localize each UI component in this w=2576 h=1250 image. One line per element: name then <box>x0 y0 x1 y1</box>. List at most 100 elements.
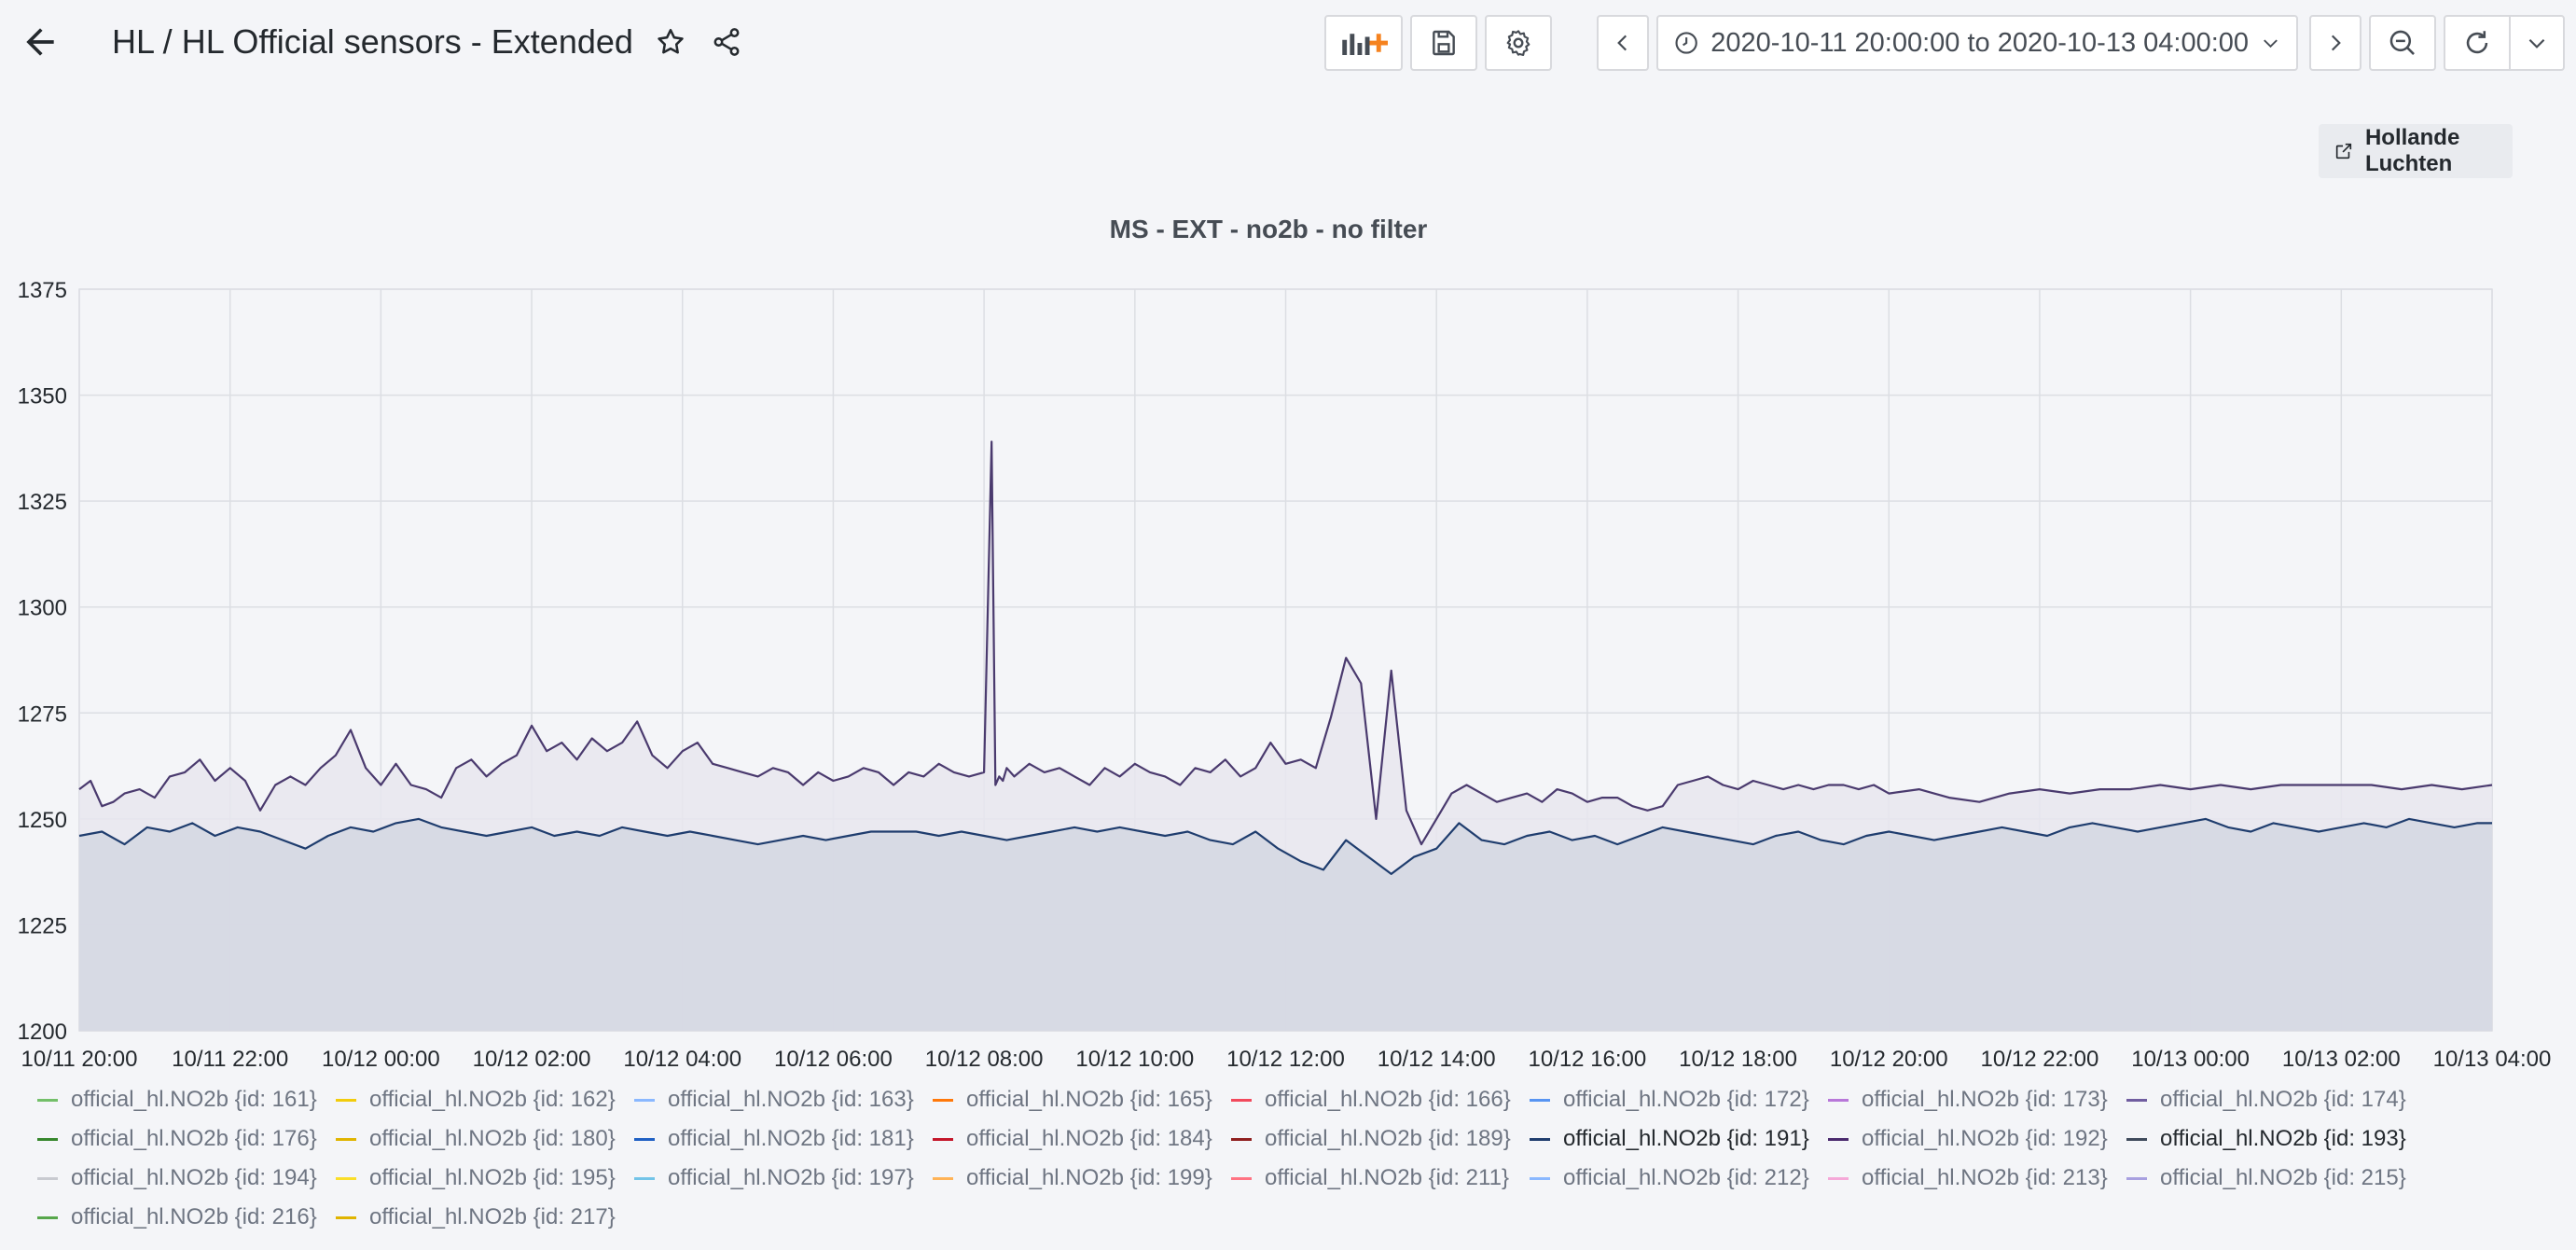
legend-label: official_hl.NO2b {id: 173} <box>1862 1087 2108 1112</box>
gear-icon <box>1506 30 1530 56</box>
legend-label: official_hl.NO2b {id: 166} <box>1265 1087 1511 1112</box>
x-tick-label: 10/12 06:00 <box>774 1047 893 1072</box>
time-range-back-button[interactable] <box>1597 15 1649 71</box>
clock-icon <box>1675 32 1697 54</box>
legend-label: official_hl.NO2b {id: 163} <box>668 1087 914 1112</box>
legend-item[interactable]: official_hl.NO2b {id: 191} <box>1530 1126 1809 1152</box>
legend-item[interactable]: official_hl.NO2b {id: 215} <box>2126 1165 2406 1191</box>
legend-label: official_hl.NO2b {id: 174} <box>2160 1087 2406 1112</box>
legend-swatch <box>634 1137 655 1141</box>
legend-item[interactable]: official_hl.NO2b {id: 172} <box>1530 1087 1809 1113</box>
x-tick-label: 10/12 10:00 <box>1075 1047 1194 1072</box>
time-range-forward-button[interactable] <box>2309 15 2361 71</box>
x-tick-label: 10/11 22:00 <box>172 1047 288 1072</box>
legend-item[interactable]: official_hl.NO2b {id: 176} <box>37 1126 317 1152</box>
refresh-button[interactable] <box>2444 15 2511 71</box>
legend-item[interactable]: official_hl.NO2b {id: 216} <box>37 1204 317 1230</box>
legend-item[interactable]: official_hl.NO2b {id: 199} <box>933 1165 1212 1191</box>
legend-swatch <box>1530 1098 1550 1102</box>
y-tick-label: 1250 <box>18 808 67 833</box>
share-icon <box>713 28 740 56</box>
legend-item[interactable]: official_hl.NO2b {id: 181} <box>634 1126 914 1152</box>
legend-label: official_hl.NO2b {id: 213} <box>1862 1165 2108 1190</box>
series-id-191-line <box>78 817 2492 875</box>
legend-swatch <box>1828 1098 1849 1102</box>
legend-item[interactable]: official_hl.NO2b {id: 194} <box>37 1165 317 1191</box>
zoom-out-button[interactable] <box>2369 15 2436 71</box>
legend-swatch <box>1231 1176 1252 1180</box>
time-range-picker[interactable]: 2020-10-11 20:00:00 to 2020-10-13 04:00:… <box>1656 15 2298 71</box>
legend-label: official_hl.NO2b {id: 176} <box>71 1126 317 1151</box>
external-link-icon <box>2335 143 2352 160</box>
legend-swatch <box>634 1098 655 1102</box>
back-button[interactable] <box>17 19 63 65</box>
legend-swatch <box>336 1215 356 1219</box>
star-button[interactable] <box>653 24 688 60</box>
legend-item[interactable]: official_hl.NO2b {id: 192} <box>1828 1126 2108 1152</box>
legend-swatch <box>1231 1137 1252 1141</box>
legend-item[interactable]: official_hl.NO2b {id: 161} <box>37 1087 317 1113</box>
legend-item[interactable]: official_hl.NO2b {id: 180} <box>336 1126 616 1152</box>
add-panel-icon <box>1342 34 1388 55</box>
legend-item[interactable]: official_hl.NO2b {id: 212} <box>1530 1165 1809 1191</box>
external-link-label: Hollande Luchten <box>2364 125 2460 176</box>
legend-item[interactable]: official_hl.NO2b {id: 217} <box>336 1204 616 1230</box>
legend-swatch <box>1530 1176 1550 1180</box>
legend-label: official_hl.NO2b {id: 162} <box>369 1087 616 1112</box>
add-panel-button[interactable] <box>1324 15 1403 71</box>
x-tick-label: 10/13 04:00 <box>2433 1047 2552 1072</box>
legend-item[interactable]: official_hl.NO2b {id: 173} <box>1828 1087 2108 1113</box>
refresh-interval-dropdown[interactable] <box>2509 15 2565 71</box>
series-id-191-area <box>79 818 2492 1031</box>
timeseries-chart[interactable]: 1200 1225 1250 1275 1300 1325 1350 1375 10/11 20… <box>0 271 2576 1082</box>
legend-label: official_hl.NO2b {id: 189} <box>1265 1126 1511 1151</box>
y-tick-label: 1225 <box>18 913 67 938</box>
legend-label: official_hl.NO2b {id: 165} <box>966 1087 1212 1112</box>
legend-label: official_hl.NO2b {id: 193} <box>2160 1126 2406 1151</box>
legend-swatch <box>336 1176 356 1180</box>
chevron-left-icon <box>1617 35 1627 51</box>
panel-title[interactable]: MS - EXT - no2b - no filter <box>1109 215 1428 243</box>
legend-item[interactable]: official_hl.NO2b {id: 193} <box>2126 1126 2406 1152</box>
legend-item[interactable]: official_hl.NO2b {id: 166} <box>1231 1087 1511 1113</box>
legend-item[interactable]: official_hl.NO2b {id: 197} <box>634 1165 914 1191</box>
time-range-text: 2020-10-11 20:00:00 to 2020-10-13 04:00:… <box>1710 27 2250 58</box>
legend-swatch <box>1828 1137 1849 1141</box>
legend-item[interactable]: official_hl.NO2b {id: 163} <box>634 1087 914 1113</box>
series-id-192-line <box>78 440 2493 846</box>
legend-label: official_hl.NO2b {id: 212} <box>1563 1165 1809 1190</box>
legend-swatch <box>37 1176 58 1180</box>
y-tick-label: 1300 <box>18 596 67 621</box>
x-tick-label: 10/12 02:00 <box>473 1047 591 1072</box>
legend-label: official_hl.NO2b {id: 197} <box>668 1165 914 1190</box>
x-tick-label: 10/13 00:00 <box>2131 1047 2250 1072</box>
share-button[interactable] <box>709 24 744 60</box>
legend-swatch <box>37 1215 58 1219</box>
legend-item[interactable]: official_hl.NO2b {id: 184} <box>933 1126 1212 1152</box>
legend-swatch <box>2126 1098 2147 1102</box>
legend-item[interactable]: official_hl.NO2b {id: 211} <box>1231 1165 1509 1191</box>
legend-swatch <box>634 1176 655 1180</box>
legend-label: official_hl.NO2b {id: 195} <box>369 1165 616 1190</box>
legend-label: official_hl.NO2b {id: 217} <box>369 1204 616 1229</box>
external-dashboard-link[interactable]: Hollande Luchten <box>2319 124 2513 178</box>
x-tick-label: 10/12 20:00 <box>1830 1047 1948 1072</box>
zoom-out-icon <box>2389 30 2415 55</box>
legend-swatch <box>1828 1176 1849 1180</box>
legend-label: official_hl.NO2b {id: 184} <box>966 1126 1212 1151</box>
legend-swatch <box>1530 1137 1550 1141</box>
dashboard-settings-button[interactable] <box>1485 15 1552 71</box>
y-tick-label: 1200 <box>18 1020 67 1045</box>
arrow-left-icon <box>26 28 54 56</box>
legend-item[interactable]: official_hl.NO2b {id: 195} <box>336 1165 616 1191</box>
legend-item[interactable]: official_hl.NO2b {id: 213} <box>1828 1165 2108 1191</box>
chevron-down-icon <box>2264 39 2278 49</box>
legend-label: official_hl.NO2b {id: 172} <box>1563 1087 1809 1112</box>
dashboard-title[interactable]: HL / HL Official sensors - Extended <box>112 22 633 61</box>
legend-item[interactable]: official_hl.NO2b {id: 162} <box>336 1087 616 1113</box>
legend-item[interactable]: official_hl.NO2b {id: 189} <box>1231 1126 1511 1152</box>
save-dashboard-button[interactable] <box>1410 15 1477 71</box>
legend-item[interactable]: official_hl.NO2b {id: 165} <box>933 1087 1212 1113</box>
legend-label: official_hl.NO2b {id: 192} <box>1862 1126 2108 1151</box>
legend-item[interactable]: official_hl.NO2b {id: 174} <box>2126 1087 2406 1113</box>
